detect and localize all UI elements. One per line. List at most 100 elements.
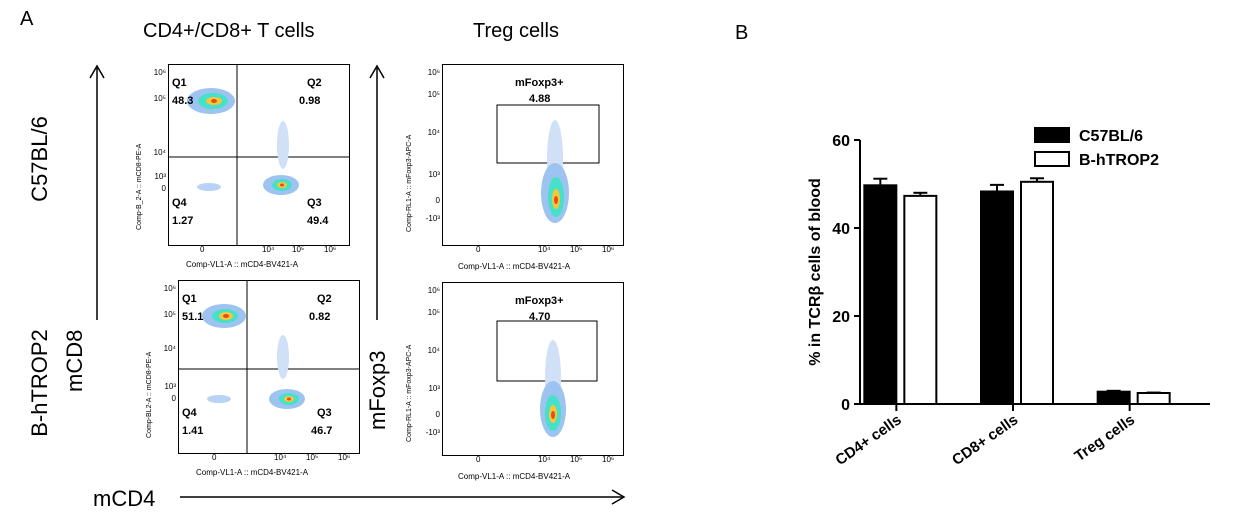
- treg-plot-1-yticks: 10⁶ 10⁵ 10⁴ 10³ 0 -10³: [418, 62, 440, 246]
- ytick: 10³: [164, 382, 176, 391]
- ytick: 10⁶: [163, 284, 176, 293]
- treg-plot-2-yticks: 10⁶ 10⁵ 10⁴ 10³ 0 -10³: [418, 280, 440, 456]
- ytick: 10⁵: [163, 310, 176, 319]
- ytick: 10⁴: [427, 346, 440, 355]
- treg-plot-2-xlabel: Comp-VL1-A :: mCD4-BV421-A: [458, 472, 571, 481]
- treg-gate-label: mFoxp3+: [515, 295, 564, 307]
- flow-plot-2-xlabel: Comp-VL1-A :: mCD4-BV421-A: [196, 468, 309, 477]
- col2-title: Treg cells: [473, 20, 559, 42]
- density-cluster-q1: [187, 88, 235, 114]
- bar-chart: 0 20 40 60 % in TCRβ cells of blood CD4+ cell…: [807, 127, 1210, 469]
- bar-c57bl6: [1096, 390, 1131, 405]
- y-arrow-label-mcd8: mCD8: [62, 329, 87, 392]
- q1-label: Q1: [182, 293, 197, 305]
- q1-value: 51.1: [182, 311, 204, 323]
- ytick: 10³: [428, 384, 440, 393]
- ytick: 10⁵: [153, 94, 166, 103]
- q1-value: 48.3: [172, 95, 194, 107]
- treg-plot-2: mFoxp3+ 4.70 10⁶ 10⁵ 10⁴ 10³ 0 -10³ Comp…: [400, 280, 630, 495]
- flow-plot-1: Q1 48.3 Q2 0.98 Q3 49.4 Q4 1.27 10⁶ 10⁵ …: [128, 62, 358, 272]
- xtick: 0: [476, 455, 481, 464]
- q4-label: Q4: [182, 407, 197, 419]
- ytick: 10⁶: [427, 286, 440, 295]
- bar-bhtrop2: [903, 194, 938, 405]
- legend-swatch: [1034, 151, 1070, 167]
- bar-bhtrop2: [1136, 392, 1171, 405]
- y-tick-label: 40: [832, 221, 850, 238]
- density-cluster-q3: [263, 175, 299, 195]
- xtick: 0: [200, 245, 205, 254]
- density-cluster-q3: [269, 389, 305, 409]
- treg-plot-2-frame: mFoxp3+ 4.70: [442, 282, 624, 456]
- q4-value: 1.27: [172, 215, 194, 227]
- ytick: 0: [435, 410, 440, 419]
- q3-value: 46.7: [311, 425, 333, 437]
- bar-c57bl6: [980, 190, 1014, 406]
- xtick: 10⁶: [602, 455, 615, 464]
- x-tick-label: CD8+ cells: [949, 411, 1021, 469]
- y-tick-label: 60: [832, 133, 850, 150]
- xtick: 10⁴: [274, 453, 287, 462]
- q3-label: Q3: [317, 407, 332, 419]
- legend-label: B-hTROP2: [1079, 152, 1159, 169]
- xtick: 10⁵: [292, 245, 305, 254]
- flow-plot-2: Q1 51.1 Q2 0.82 Q3 46.7 Q4 1.41 10⁶ 10⁵ …: [138, 278, 368, 488]
- ytick: 10⁶: [427, 68, 440, 77]
- xtick: 0: [212, 453, 217, 462]
- q2-value: 0.82: [309, 311, 331, 323]
- xtick: 10⁴: [262, 245, 275, 254]
- xtick: 10⁵: [306, 453, 319, 462]
- x-tick-label: Treg cells: [1072, 411, 1138, 465]
- treg-gate-value: 4.70: [529, 311, 551, 323]
- x-arrow-label-mcd4: mCD4: [93, 486, 156, 511]
- flow-plot-1-xticks: 0 10⁴ 10⁵ 10⁶: [168, 245, 348, 257]
- y-tick-label: 20: [832, 309, 850, 326]
- bar-c57bl6: [863, 184, 898, 405]
- treg-plot-1-xlabel: Comp-VL1-A :: mCD4-BV421-A: [458, 262, 571, 271]
- ytick: -10³: [425, 214, 440, 223]
- flow-plot-2-yticks: 10⁶ 10⁵ 10⁴ 10³ 0: [156, 278, 176, 454]
- ytick: 10³: [428, 170, 440, 179]
- panel-b-letter: B: [735, 22, 749, 44]
- ytick: 10⁵: [427, 308, 440, 317]
- treg-plot-1-frame: mFoxp3+ 4.88: [442, 64, 624, 246]
- xtick: 10⁴: [538, 245, 551, 254]
- y-arrow-label-mfoxp3: mFoxp3: [365, 350, 390, 430]
- xtick: 10⁴: [538, 455, 551, 464]
- ytick: 10⁵: [427, 90, 440, 99]
- q2-value: 0.98: [299, 95, 321, 107]
- panel-a-letter: A: [20, 8, 34, 30]
- legend-label: C57BL/6: [1079, 128, 1143, 145]
- q3-value: 49.4: [307, 215, 329, 227]
- ytick: 10⁴: [153, 148, 166, 157]
- treg-gate-label: mFoxp3+: [515, 77, 564, 89]
- flow-plot-2-scatter: [179, 281, 359, 453]
- ytick: 0: [161, 184, 166, 193]
- treg-plot-2-ylabel: Comp-RL1-A :: mFoxp3-APC-A: [406, 344, 413, 442]
- xtick: 10⁵: [570, 245, 583, 254]
- treg-plot-2-scatter: [496, 320, 598, 437]
- xtick: 10⁵: [570, 455, 583, 464]
- col1-title: CD4+/CD8+ T cells: [143, 20, 315, 42]
- ytick: 10⁴: [427, 128, 440, 137]
- flow-plot-1-yticks: 10⁶ 10⁵ 10⁴ 10³ 0: [146, 62, 166, 246]
- flow-plot-1-xlabel: Comp-VL1-A :: mCD4-BV421-A: [186, 260, 299, 269]
- ytick: 10⁴: [163, 344, 176, 353]
- treg-plot-1-xticks: 0 10⁴ 10⁵ 10⁶: [442, 245, 622, 257]
- flow-plot-2-xticks: 0 10⁴ 10⁵ 10⁶: [178, 453, 358, 465]
- q4-value: 1.41: [182, 425, 204, 437]
- xtick: 10⁶: [602, 245, 615, 254]
- treg-plot-1-ylabel: Comp-RL1-A :: mFoxp3-APC-A: [406, 134, 413, 232]
- flow-plot-1-frame: Q1 48.3 Q2 0.98 Q3 49.4 Q4 1.27: [168, 64, 350, 246]
- y-axis-label: % in TCRβ cells of blood: [807, 178, 824, 366]
- xtick: 10⁶: [324, 245, 337, 254]
- ytick: 0: [435, 196, 440, 205]
- treg-plot-2-xticks: 0 10⁴ 10⁵ 10⁶: [442, 455, 622, 467]
- flow-plot-1-ylabel: Comp-B_2-A :: mCD8-PE-A: [136, 143, 143, 230]
- flow-plot-2-frame: Q1 51.1 Q2 0.82 Q3 46.7 Q4 1.41: [178, 280, 360, 454]
- bar-bhtrop2: [1020, 180, 1054, 405]
- density-cluster-q1: [202, 304, 246, 328]
- legend-swatch: [1034, 127, 1070, 143]
- flow-plot-2-ylabel: Comp-BL2-A :: mCD8-PE-A: [146, 351, 153, 438]
